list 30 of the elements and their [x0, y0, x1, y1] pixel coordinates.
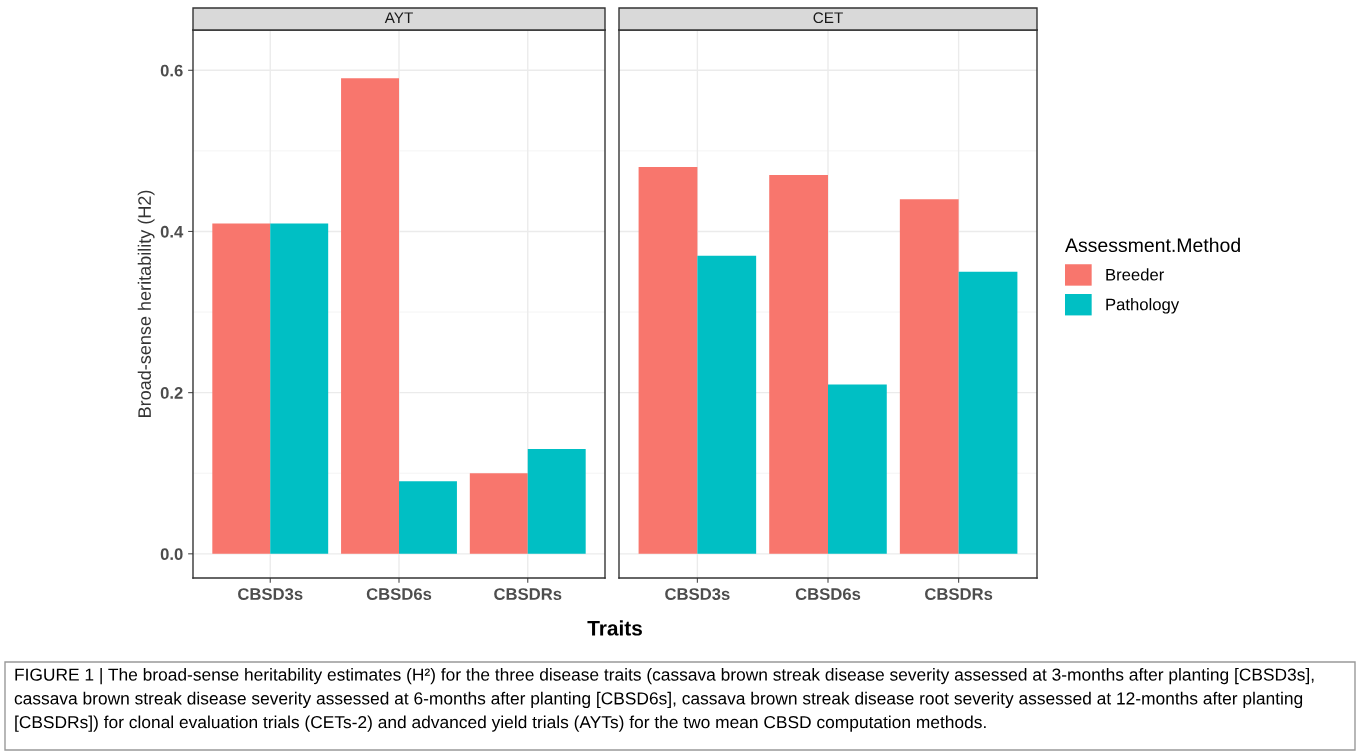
bar: [958, 271, 1018, 554]
bar: [212, 223, 271, 554]
y-tick-label: 0.4: [160, 225, 184, 238]
bar: [899, 199, 959, 554]
y-axis-title: Broad-sense heritability (H2): [137, 190, 155, 417]
x-tick-label: CBSDRs: [925, 588, 993, 600]
x-tick-label: CBSD3s: [665, 588, 730, 600]
x-tick-label: CBSD3s: [238, 588, 303, 600]
x-tick-label: CBSD6s: [795, 588, 861, 600]
chart-title: AYT: [384, 12, 413, 23]
legend-label: Breeder: [1106, 268, 1165, 281]
bar: [697, 255, 757, 554]
bar: [527, 449, 586, 554]
legend-title: Assessment.Method: [1065, 237, 1240, 253]
bar: [638, 167, 698, 554]
bar: [270, 223, 329, 554]
y-tick-label: 0.2: [160, 387, 183, 399]
bar: [769, 175, 828, 554]
legend-label: Pathology: [1106, 298, 1180, 314]
x-tick-label: CBSD6s: [366, 588, 432, 600]
bar: [399, 481, 457, 554]
bar: [341, 78, 399, 554]
x-tick-label: CBSDRs: [494, 588, 562, 600]
bar: [828, 384, 887, 554]
y-tick-label: 0.0: [160, 548, 183, 561]
x-axis-title: Traits: [587, 620, 642, 636]
caption: FIGURE 1 | The broad-sense heritability estimates (H²) for the three disease traits (cassava brown streak disease severity assessed at 3-months after planting [CBSD3s], cassava brown streak disease severity assessed at 6-months after planting [CBSD6s], cassava brown streak disease root severity assessed at 12-months after planting [CBSDRs]) for clonal evaluation trials (CETs-2) and advanced yield trials (AYTs) for the two mean CBSD computation methods.: [14, 668, 1314, 732]
y-tick-label: 0.6: [160, 64, 183, 77]
chart-title: CET: [813, 12, 843, 24]
bar: [469, 473, 528, 554]
